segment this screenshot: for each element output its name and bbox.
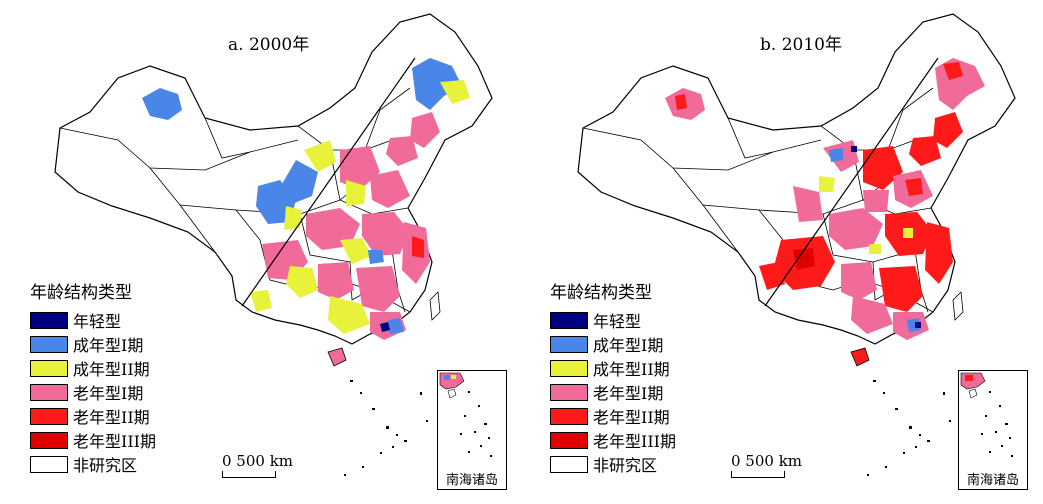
scale-line: [222, 471, 276, 478]
legend-title: 年龄结构类型: [30, 283, 132, 303]
taiwan-island: [952, 291, 964, 321]
scale-bar: 0 500 km: [731, 452, 802, 478]
legend-item-old-2: 老年型II期: [30, 404, 210, 428]
legend-item-old-1: 老年型I期: [550, 380, 730, 404]
inset-map: [439, 372, 492, 457]
legend-swatch: [30, 383, 68, 401]
legend-item-old-3: 老年型III期: [550, 428, 730, 452]
sea-islands: [867, 380, 951, 476]
china-map-2010: [577, 13, 1016, 476]
legend-swatch: [550, 383, 588, 401]
legend-swatch: [30, 359, 68, 377]
inset-label: 南海诸岛: [966, 473, 1019, 488]
legend-label: 成年型II期: [593, 360, 670, 379]
hainan-island: [327, 347, 347, 367]
legend-label: 非研究区: [73, 456, 138, 475]
legend-item-old-1: 老年型I期: [30, 380, 210, 404]
legend-label: 年轻型: [73, 312, 122, 331]
scale-line: [731, 471, 785, 478]
map-panel-2010: b. 2010年 年龄结构类型 年轻型 成年型I期 成年型II期 老年型I期 老…: [523, 0, 1043, 504]
legend: 年龄结构类型 年轻型 成年型I期 成年型II期 老年型I期 老年型II期 老年型…: [30, 281, 210, 476]
legend-label: 老年型II期: [73, 408, 150, 427]
legend-label: 老年型I期: [73, 384, 144, 403]
scale-label: 0 500 km: [731, 452, 803, 470]
legend-swatch: [550, 431, 588, 449]
hu-line: [241, 57, 416, 307]
panel-title: a. 2000年: [228, 35, 310, 55]
legend-item-non-study: 非研究区: [550, 452, 730, 476]
legend-swatch: [30, 431, 68, 449]
legend-label: 成年型I期: [593, 336, 664, 355]
legend-label: 非研究区: [593, 456, 658, 475]
legend-swatch: [550, 311, 588, 329]
hu-line: [764, 57, 939, 307]
legend-swatch: [550, 407, 588, 425]
legend-item-adult-1: 成年型I期: [550, 332, 730, 356]
legend-item-adult-2: 成年型II期: [30, 356, 210, 380]
south-china-sea-inset: 南海诸岛: [958, 370, 1028, 490]
legend-label: 老年型II期: [593, 408, 670, 427]
legend-swatch: [30, 455, 68, 473]
sea-islands: [344, 380, 428, 476]
legend: 年龄结构类型 年轻型 成年型I期 成年型II期 老年型I期 老年型II期 老年型…: [550, 281, 730, 476]
legend-label: 年轻型: [593, 312, 642, 331]
legend-label: 老年型III期: [593, 432, 676, 451]
scale-bar: 0 500 km: [222, 452, 293, 478]
hainan-island: [850, 347, 870, 367]
legend-label: 老年型III期: [73, 432, 156, 451]
legend-title: 年龄结构类型: [550, 283, 652, 303]
legend-item-young: 年轻型: [30, 308, 210, 332]
legend-item-adult-1: 成年型I期: [30, 332, 210, 356]
legend-swatch: [30, 311, 68, 329]
legend-item-old-3: 老年型III期: [30, 428, 210, 452]
study-regions-2000: [142, 58, 470, 340]
legend-swatch: [550, 455, 588, 473]
legend-swatch: [550, 335, 588, 353]
study-regions-2010: [665, 58, 985, 340]
legend-item-adult-2: 成年型II期: [550, 356, 730, 380]
scale-label: 0 500 km: [222, 452, 294, 470]
legend-swatch: [550, 359, 588, 377]
legend-label: 成年型II期: [73, 360, 150, 379]
china-map-2000: [54, 13, 493, 476]
legend-swatch: [30, 335, 68, 353]
legend-item-old-2: 老年型II期: [550, 404, 730, 428]
legend-label: 老年型I期: [593, 384, 664, 403]
legend-label: 成年型I期: [73, 336, 144, 355]
panel-title: b. 2010年: [760, 35, 842, 55]
legend-item-young: 年轻型: [550, 308, 730, 332]
legend-swatch: [30, 407, 68, 425]
taiwan-island: [429, 291, 441, 321]
south-china-sea-inset: 南海诸岛: [437, 370, 507, 490]
legend-item-non-study: 非研究区: [30, 452, 210, 476]
inset-label: 南海诸岛: [445, 473, 498, 488]
map-panel-2000: a. 2000年 年龄结构类型 年轻型 成年型I期 成年型II期 老年型I期 老…: [0, 0, 520, 504]
inset-map: [960, 372, 1013, 457]
